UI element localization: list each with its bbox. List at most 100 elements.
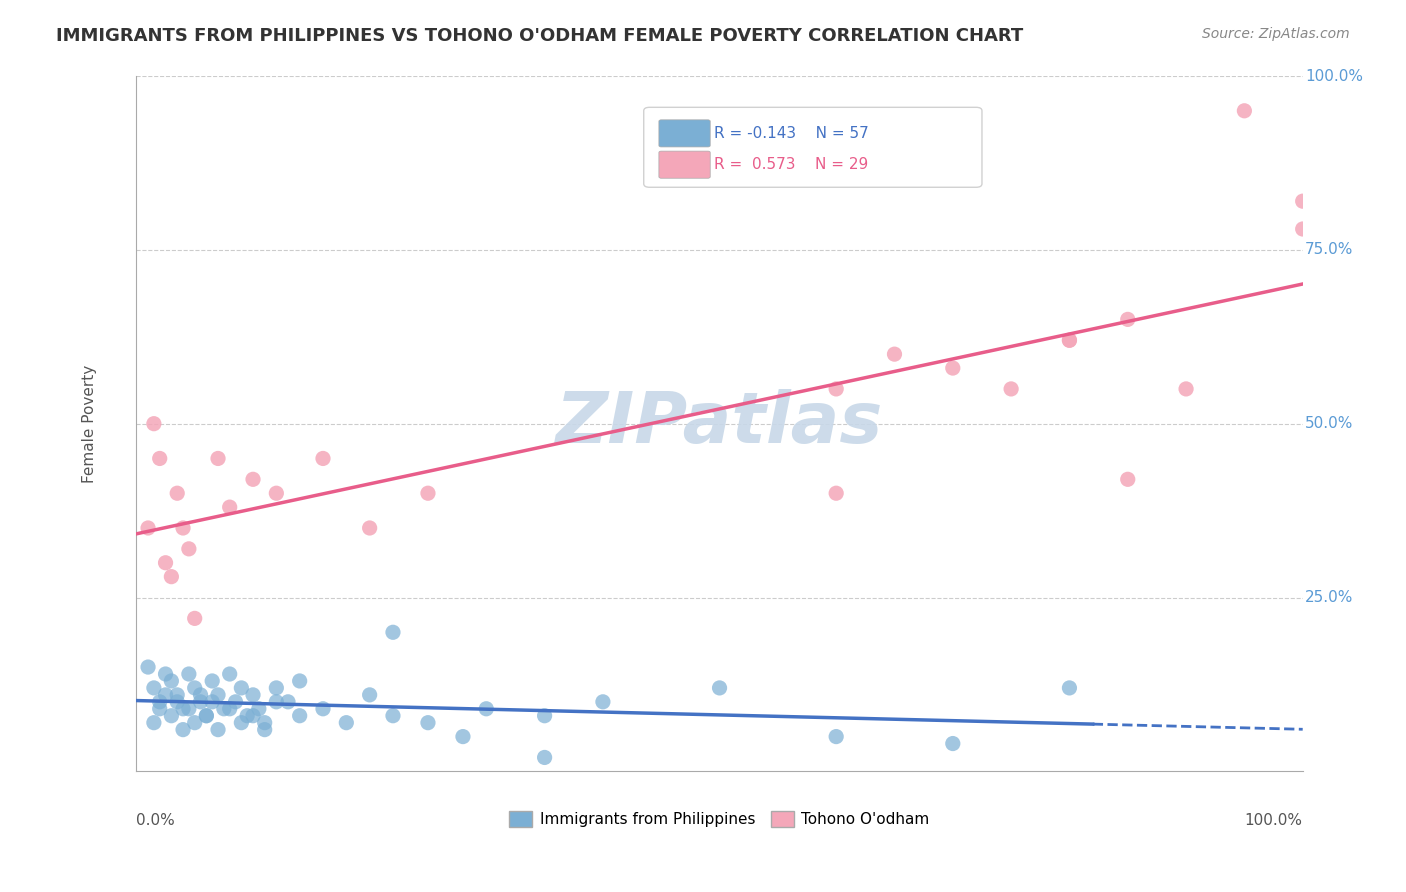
Text: 50.0%: 50.0% [1305,417,1354,431]
Tohono O'odham [1000,382,1022,396]
Tohono O'odham [136,521,159,535]
Immigrants from Philippines [166,688,188,702]
Immigrants from Philippines [416,715,439,730]
Tohono O'odham [1059,333,1081,347]
Immigrants from Philippines [242,688,264,702]
Immigrants from Philippines [381,708,404,723]
Immigrants from Philippines [709,681,731,695]
Tohono O'odham [1059,333,1081,347]
Immigrants from Philippines [195,708,218,723]
Immigrants from Philippines [381,625,404,640]
Tohono O'odham [312,451,335,466]
Immigrants from Philippines [155,667,177,681]
Tohono O'odham [942,361,965,376]
Immigrants from Philippines [218,667,240,681]
Immigrants from Philippines [155,688,177,702]
Immigrants from Philippines [183,681,205,695]
Immigrants from Philippines [136,660,159,674]
Immigrants from Philippines [149,695,172,709]
Immigrants from Philippines [142,681,165,695]
Text: R = -0.143    N = 57: R = -0.143 N = 57 [714,127,869,141]
Immigrants from Philippines [177,667,200,681]
Immigrants from Philippines [592,695,614,709]
Legend: Immigrants from Philippines, Tohono O'odham: Immigrants from Philippines, Tohono O'od… [503,805,936,833]
Immigrants from Philippines [207,723,229,737]
Tohono O'odham [149,451,172,466]
FancyBboxPatch shape [659,151,710,178]
Immigrants from Philippines [335,715,357,730]
Immigrants from Philippines [149,702,172,716]
Text: ZIPatlas: ZIPatlas [555,389,883,458]
Immigrants from Philippines [1059,681,1081,695]
Tohono O'odham [172,521,194,535]
FancyBboxPatch shape [644,107,981,187]
Immigrants from Philippines [218,702,240,716]
Text: Female Poverty: Female Poverty [82,365,97,483]
Immigrants from Philippines [231,681,253,695]
Immigrants from Philippines [160,673,183,688]
FancyBboxPatch shape [659,120,710,147]
Immigrants from Philippines [166,695,188,709]
Immigrants from Philippines [288,708,311,723]
Tohono O'odham [242,472,264,486]
Text: IMMIGRANTS FROM PHILIPPINES VS TOHONO O'ODHAM FEMALE POVERTY CORRELATION CHART: IMMIGRANTS FROM PHILIPPINES VS TOHONO O'… [56,27,1024,45]
Immigrants from Philippines [225,695,247,709]
Immigrants from Philippines [142,715,165,730]
Immigrants from Philippines [190,695,212,709]
Immigrants from Philippines [242,708,264,723]
Immigrants from Philippines [266,695,288,709]
Tohono O'odham [1175,382,1198,396]
Text: 75.0%: 75.0% [1305,243,1354,258]
Tohono O'odham [183,611,205,625]
Immigrants from Philippines [201,673,224,688]
Tohono O'odham [1292,222,1315,236]
Immigrants from Philippines [172,723,194,737]
Tohono O'odham [825,382,848,396]
Text: 100.0%: 100.0% [1244,814,1303,828]
Immigrants from Philippines [312,702,335,716]
Tohono O'odham [218,500,240,515]
Immigrants from Philippines [253,715,276,730]
Immigrants from Philippines [942,737,965,751]
Immigrants from Philippines [190,688,212,702]
Text: R =  0.573    N = 29: R = 0.573 N = 29 [714,157,868,172]
Immigrants from Philippines [207,688,229,702]
Immigrants from Philippines [277,695,299,709]
Text: 100.0%: 100.0% [1305,69,1362,84]
Immigrants from Philippines [195,708,218,723]
Tohono O'odham [359,521,381,535]
Tohono O'odham [207,451,229,466]
Tohono O'odham [155,556,177,570]
Immigrants from Philippines [253,723,276,737]
Tohono O'odham [825,486,848,500]
Immigrants from Philippines [183,715,205,730]
Text: Source: ZipAtlas.com: Source: ZipAtlas.com [1202,27,1350,41]
Immigrants from Philippines [825,730,848,744]
Text: 0.0%: 0.0% [136,814,176,828]
Tohono O'odham [1116,472,1139,486]
Immigrants from Philippines [201,695,224,709]
Tohono O'odham [1116,312,1139,326]
Tohono O'odham [166,486,188,500]
Immigrants from Philippines [533,750,555,764]
Immigrants from Philippines [359,688,381,702]
Tohono O'odham [177,541,200,556]
Tohono O'odham [266,486,288,500]
Immigrants from Philippines [266,681,288,695]
Tohono O'odham [1292,194,1315,209]
Immigrants from Philippines [177,702,200,716]
Immigrants from Philippines [236,708,259,723]
Immigrants from Philippines [212,702,235,716]
Immigrants from Philippines [231,715,253,730]
Immigrants from Philippines [288,673,311,688]
Immigrants from Philippines [247,702,270,716]
Tohono O'odham [416,486,439,500]
Immigrants from Philippines [475,702,498,716]
Tohono O'odham [142,417,165,431]
Immigrants from Philippines [160,708,183,723]
Immigrants from Philippines [451,730,474,744]
Tohono O'odham [1233,103,1256,118]
Immigrants from Philippines [172,702,194,716]
Immigrants from Philippines [533,708,555,723]
Tohono O'odham [160,569,183,583]
